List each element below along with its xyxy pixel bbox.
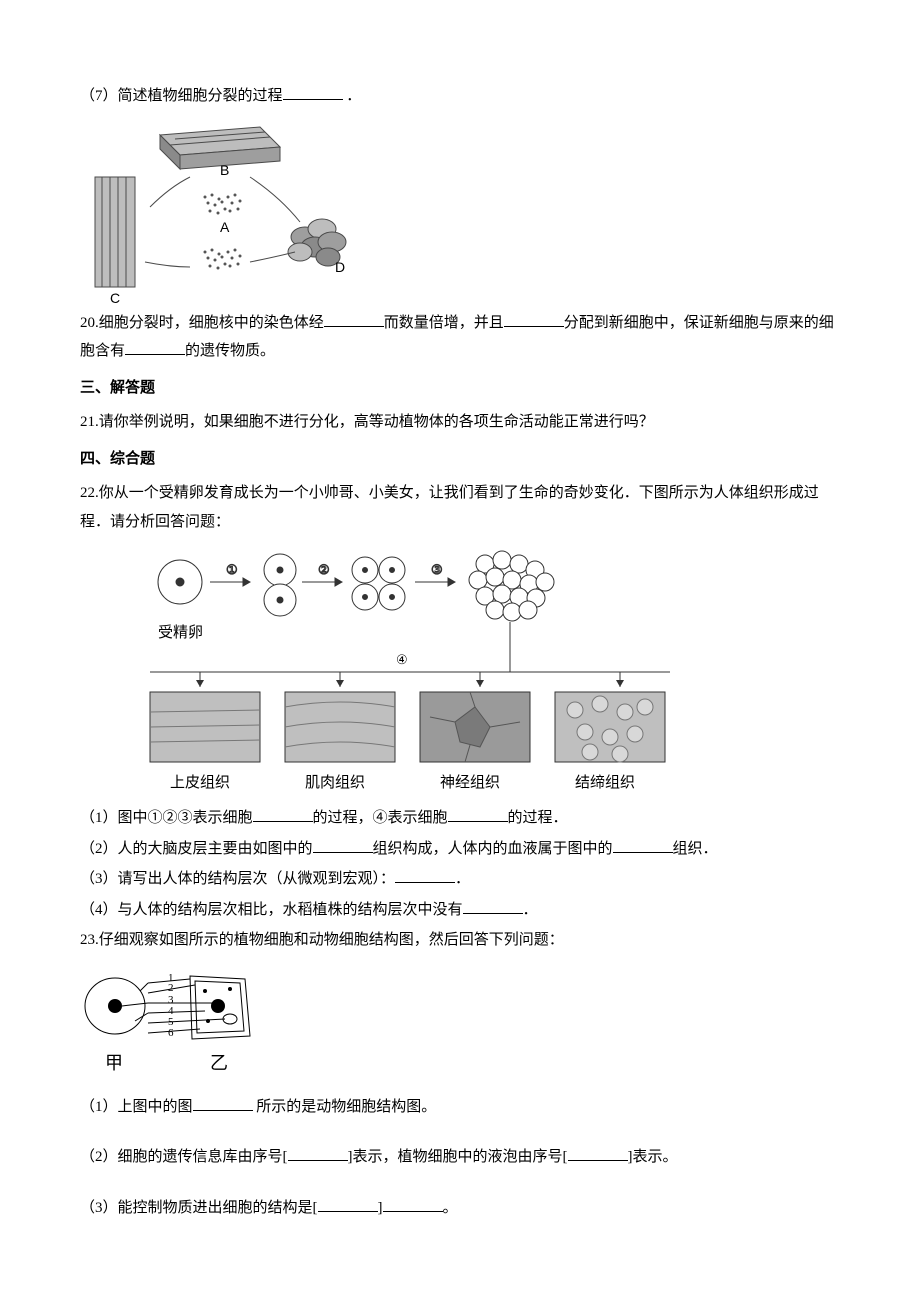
fig1-a-cluster2 [204, 248, 242, 269]
q20-pre: 20.细胞分裂时，细胞核中的染色体经 [80, 315, 324, 331]
q23-s3-blank1 [318, 1196, 378, 1212]
fig1-a-cluster [204, 193, 242, 214]
fig23-right: 乙 [210, 1053, 228, 1073]
q7-text: （7）简述植物细胞分裂的过程 [80, 88, 283, 104]
q22-s3b: ． [455, 871, 470, 887]
q21-text: 21.请你举例说明，如果细胞不进行分化，高等动植物体的各项生命活动能正常进行吗？ [80, 408, 840, 437]
q23-s2a: （2）细胞的遗传信息库由序号[ [80, 1149, 288, 1165]
q23-s3: （3）能控制物质进出细胞的结构是[]。 [80, 1194, 840, 1223]
q20-line: 20.细胞分裂时，细胞核中的染色体经而数量倍增，并且分配到新细胞中，保证新细胞与… [80, 309, 840, 366]
q22-s1b: 的过程，④表示细胞 [313, 810, 448, 826]
q22-s2-blank2 [613, 837, 673, 853]
q23-s1a: （1）上图中的图 [80, 1099, 193, 1115]
fig23-svg: 1 2 3 4 5 6 甲 乙 [80, 961, 270, 1091]
q20-blank1 [324, 311, 384, 327]
q22-s1-blank2 [448, 806, 508, 822]
q22-s2a: （2）人的大脑皮层主要由如图中的 [80, 841, 313, 857]
q7-blank [283, 84, 343, 100]
fig23-n2: 2 [168, 982, 174, 994]
fig22-t1: 上皮组织 [170, 774, 230, 791]
fig23-left: 甲 [105, 1053, 123, 1073]
fig1-label-c: C [110, 290, 120, 306]
q22-s2b: 组织构成，人体内的血液属于图中的 [373, 841, 613, 857]
q22-s2c: 组织． [673, 841, 718, 857]
fig22-t3: 神经组织 [440, 774, 500, 791]
q22-s3-blank [395, 867, 455, 883]
fig23-n6: 6 [168, 1027, 174, 1039]
fig22-svg: ① ② ③ [140, 542, 680, 802]
q23-s2b: ]表示，植物细胞中的液泡由序号[ [348, 1149, 568, 1165]
q23-s1-blank [193, 1095, 253, 1111]
q23-s2-blank1 [288, 1145, 348, 1161]
page: （7）简述植物细胞分裂的过程 ． B A [0, 0, 920, 1284]
q23-s1b: 所示的是动物细胞结构图。 [253, 1099, 437, 1115]
q23-s3a: （3）能控制物质进出细胞的结构是[ [80, 1200, 318, 1216]
q20-mid1: 而数量倍增，并且 [384, 315, 504, 331]
q20-tail: 的遗传物质。 [185, 343, 275, 359]
q22-intro: 22.你从一个受精卵发育成长为一个小帅哥、小美女，让我们看到了生命的奇妙变化．下… [80, 479, 840, 536]
q22-s2: （2）人的大脑皮层主要由如图中的 组织构成，人体内的血液属于图中的 组织． [80, 835, 840, 864]
fig1-svg: B A [80, 117, 360, 307]
q22-s1a: （1）图中①②③表示细胞 [80, 810, 253, 826]
q22-s3a: （3）请写出人体的结构层次（从微观到宏观）： [80, 871, 395, 887]
q22-s3: （3）请写出人体的结构层次（从微观到宏观）： ． [80, 865, 840, 894]
fig22-t4: 结缔组织 [575, 774, 635, 791]
fig22-container: ① ② ③ [140, 542, 840, 802]
q22-s4a: （4）与人体的结构层次相比，水稻植株的结构层次中没有 [80, 902, 463, 918]
q22-s1: （1）图中①②③表示细胞 的过程，④表示细胞 的过程． [80, 804, 840, 833]
q22-s4b: ． [523, 902, 538, 918]
q22-s2-blank1 [313, 837, 373, 853]
q23-s2c: ]表示。 [628, 1149, 678, 1165]
fig22-n4: ④ [396, 652, 408, 667]
q22-s1c: 的过程． [508, 810, 568, 826]
fig1-label-a: A [220, 219, 230, 235]
q23-intro: 23.仔细观察如图所示的植物细胞和动物细胞结构图，然后回答下列问题： [80, 926, 840, 955]
section-3-title: 三、解答题 [80, 374, 840, 403]
q7-tail: ． [343, 88, 362, 104]
fig22-n1: ① [226, 562, 238, 577]
q7-line: （7）简述植物细胞分裂的过程 ． [80, 82, 840, 111]
fig1-label-d: D [335, 259, 345, 275]
q23-s3c: 。 [443, 1200, 458, 1216]
fig22-t2: 肌肉组织 [305, 774, 365, 791]
q23-s1: （1）上图中的图 所示的是动物细胞结构图。 [80, 1093, 840, 1122]
q22-s4: （4）与人体的结构层次相比，水稻植株的结构层次中没有 ． [80, 896, 840, 925]
fig23-container: 1 2 3 4 5 6 甲 乙 [80, 961, 840, 1091]
fig22-n3: ③ [431, 562, 443, 577]
q20-blank3 [125, 339, 185, 355]
q23-s3-blank2 [383, 1196, 443, 1212]
q22-s4-blank [463, 898, 523, 914]
fig22-fert: 受精卵 [158, 624, 203, 641]
section-4-title: 四、综合题 [80, 445, 840, 474]
fig1-c-column [95, 177, 135, 287]
q22-s1-blank1 [253, 806, 313, 822]
fig22-n2: ② [318, 562, 330, 577]
q23-s2: （2）细胞的遗传信息库由序号[ ]表示，植物细胞中的液泡由序号[ ]表示。 [80, 1143, 840, 1172]
q20-blank2 [504, 311, 564, 327]
q23-s2-blank2 [568, 1145, 628, 1161]
fig1-label-b: B [220, 162, 229, 178]
fig1-container: B A [80, 117, 840, 307]
